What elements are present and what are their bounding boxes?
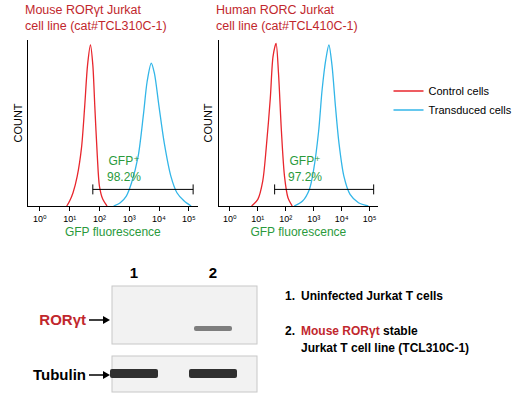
svg-text:COUNT: COUNT — [202, 103, 214, 142]
svg-text:GFP fluorescence: GFP fluorescence — [65, 225, 161, 239]
svg-text:RORγt: RORγt — [39, 311, 86, 328]
svg-text:2: 2 — [209, 264, 217, 281]
svg-text:10⁴: 10⁴ — [152, 214, 166, 224]
svg-text:Tubulin: Tubulin — [33, 366, 86, 383]
svg-text:1: 1 — [130, 264, 138, 281]
svg-text:10⁰: 10⁰ — [223, 214, 237, 224]
svg-text:10⁰: 10⁰ — [33, 214, 47, 224]
svg-text:COUNT: COUNT — [12, 103, 24, 142]
svg-text:Human RORC Jurkatcell line (ca: Human RORC Jurkatcell line (cat#TCL410C-… — [216, 3, 358, 33]
svg-text:Jurkat T cell line (TCL310C-1): Jurkat T cell line (TCL310C-1) — [301, 341, 469, 355]
svg-text:10²: 10² — [93, 214, 106, 224]
svg-text:10³: 10³ — [307, 214, 320, 224]
svg-text:10⁴: 10⁴ — [335, 214, 349, 224]
svg-text:Mouse RORγt Jurkatcell line (c: Mouse RORγt Jurkatcell line (cat#TCL310C… — [25, 3, 167, 33]
svg-text:1.Uninfected Jurkat T cells: 1.Uninfected Jurkat T cells — [285, 289, 443, 303]
svg-text:Control cells: Control cells — [429, 85, 490, 97]
svg-text:GFP⁺98.2%: GFP⁺98.2% — [107, 154, 141, 184]
svg-text:10¹: 10¹ — [251, 214, 264, 224]
svg-text:GFP⁺97.2%: GFP⁺97.2% — [288, 154, 322, 184]
svg-text:10⁵: 10⁵ — [363, 214, 377, 224]
svg-text:10¹: 10¹ — [63, 214, 76, 224]
svg-text:10³: 10³ — [123, 214, 136, 224]
svg-text:2.Mouse RORγt stable: 2.Mouse RORγt stable — [285, 324, 418, 338]
svg-text:10²: 10² — [279, 214, 292, 224]
svg-text:GFP fluorescence: GFP fluorescence — [250, 225, 346, 239]
svg-text:Transduced cells: Transduced cells — [429, 104, 512, 116]
svg-text:10⁵: 10⁵ — [182, 214, 196, 224]
